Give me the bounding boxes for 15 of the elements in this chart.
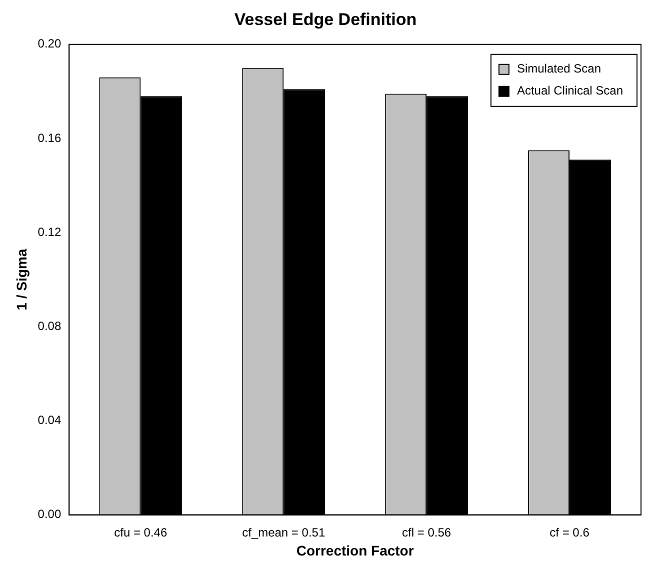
y-tick-label: 0.08 xyxy=(38,318,62,333)
legend-label: Simulated Scan xyxy=(516,62,601,76)
y-tick-label: 0.12 xyxy=(38,224,62,239)
x-tick-label: cfu = 0.46 xyxy=(114,525,168,540)
legend-label: Actual Clinical Scan xyxy=(516,84,624,98)
x-tick-label: cf = 0.6 xyxy=(550,525,590,540)
y-tick-label: 0.20 xyxy=(38,36,62,51)
y-tick-label: 0.00 xyxy=(38,507,62,522)
x-axis-title: Correction Factor xyxy=(296,542,414,558)
chart-title: Vessel Edge Definition xyxy=(234,10,417,29)
y-tick-label: 0.04 xyxy=(38,413,62,428)
y-axis-title: 1 / Sigma xyxy=(13,248,30,310)
x-tick-label: cfl = 0.56 xyxy=(402,525,452,540)
x-tick-label: cf_mean = 0.51 xyxy=(242,525,326,540)
y-tick-label: 0.16 xyxy=(38,130,62,145)
